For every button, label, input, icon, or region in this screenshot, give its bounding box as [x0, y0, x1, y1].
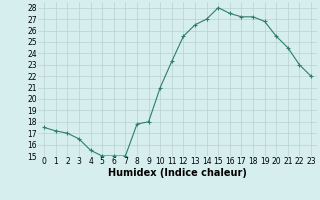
X-axis label: Humidex (Indice chaleur): Humidex (Indice chaleur) [108, 168, 247, 178]
